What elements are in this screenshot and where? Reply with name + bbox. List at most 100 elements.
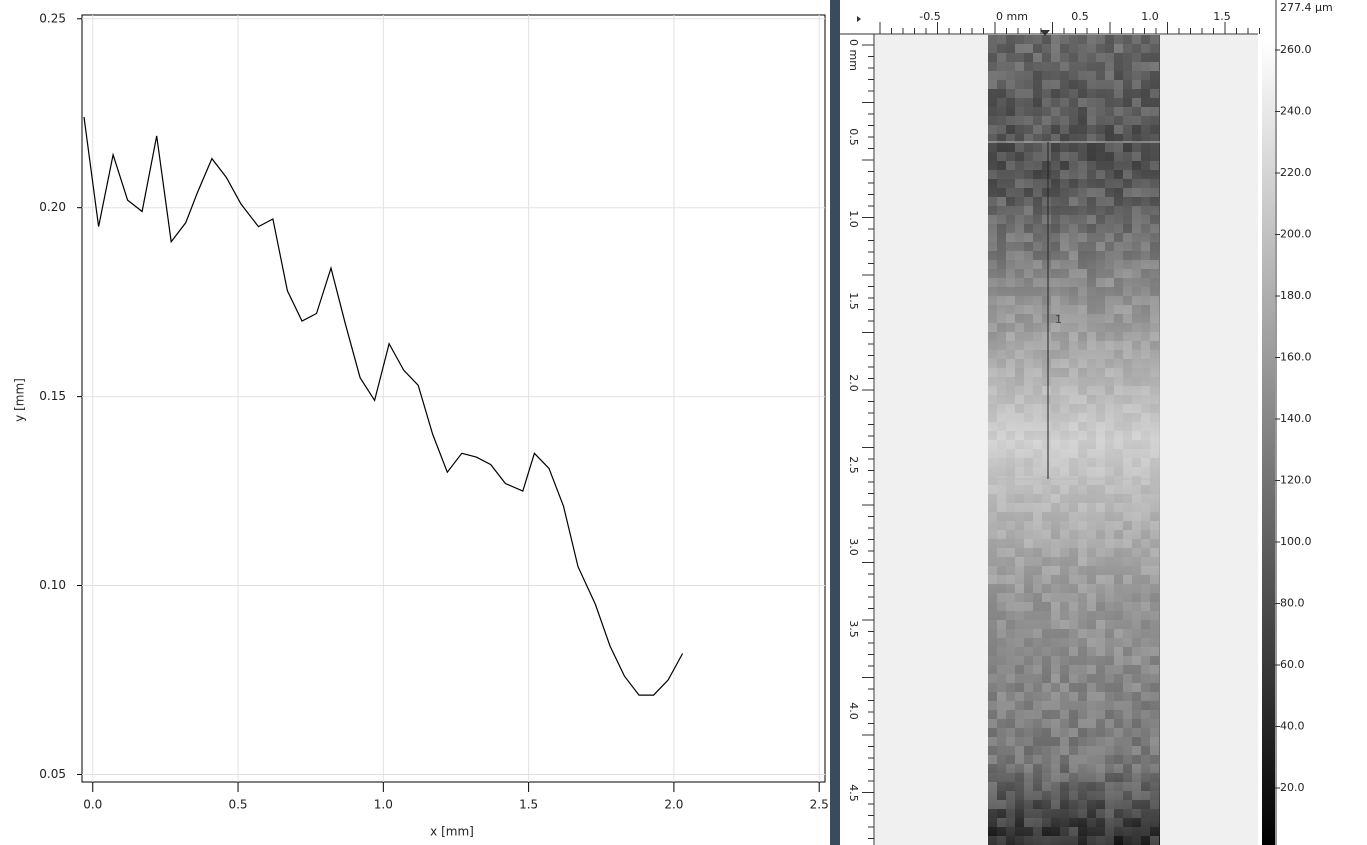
pixel <box>1078 323 1087 332</box>
pixel <box>1024 656 1033 665</box>
pixel <box>1087 719 1096 728</box>
pixel <box>1015 683 1024 692</box>
pixel <box>1078 530 1087 539</box>
pixel <box>1096 836 1105 845</box>
pixel <box>1033 791 1042 800</box>
pixel <box>1087 737 1096 746</box>
pixel <box>1114 665 1123 674</box>
pixel <box>1051 161 1060 170</box>
pixel <box>1006 98 1015 107</box>
pixel <box>1042 800 1051 809</box>
pixel <box>1042 359 1051 368</box>
pixel <box>1141 494 1150 503</box>
pixel <box>1132 440 1141 449</box>
pixel <box>1087 53 1096 62</box>
pixel <box>1015 530 1024 539</box>
pixel <box>1033 530 1042 539</box>
pixel <box>1051 449 1060 458</box>
ruler-toggle[interactable] <box>857 16 861 22</box>
pixel <box>1141 215 1150 224</box>
pixel <box>1069 440 1078 449</box>
pixel <box>1123 791 1132 800</box>
pixel <box>1024 143 1033 152</box>
pixel <box>1033 377 1042 386</box>
pixel <box>997 89 1006 98</box>
pixel <box>1105 710 1114 719</box>
pixel <box>1024 539 1033 548</box>
pixel <box>1006 467 1015 476</box>
pixel <box>1033 521 1042 530</box>
pixel <box>1105 602 1114 611</box>
pixel <box>1096 674 1105 683</box>
pixel <box>1114 404 1123 413</box>
pixel <box>1006 197 1015 206</box>
pixel <box>1132 188 1141 197</box>
pixel <box>1015 206 1024 215</box>
pixel <box>1087 728 1096 737</box>
pixel <box>988 620 997 629</box>
pixel <box>1069 359 1078 368</box>
pixel <box>1051 476 1060 485</box>
pixel <box>1105 566 1114 575</box>
pixel <box>997 404 1006 413</box>
pixel <box>1060 152 1069 161</box>
cursor-marker[interactable] <box>1040 30 1050 36</box>
pixel <box>1150 449 1159 458</box>
pixel <box>1087 152 1096 161</box>
pixel <box>1141 593 1150 602</box>
pixel <box>1114 467 1123 476</box>
pixel <box>1024 341 1033 350</box>
pixel <box>1060 530 1069 539</box>
pixel <box>1051 809 1060 818</box>
pixel <box>1150 674 1159 683</box>
pixel <box>1123 125 1132 134</box>
pixel <box>1024 116 1033 125</box>
pixel <box>1024 89 1033 98</box>
pixel <box>1024 746 1033 755</box>
pixel <box>997 62 1006 71</box>
pixel <box>1015 521 1024 530</box>
pixel <box>1033 800 1042 809</box>
pixel <box>1123 170 1132 179</box>
pixel <box>1096 296 1105 305</box>
pixel <box>1123 188 1132 197</box>
pixel <box>1114 512 1123 521</box>
pixel <box>1006 719 1015 728</box>
pixel <box>1105 494 1114 503</box>
pixel <box>1105 665 1114 674</box>
pixel <box>1096 422 1105 431</box>
pixel <box>1087 431 1096 440</box>
pixel <box>1069 116 1078 125</box>
pixel <box>1132 341 1141 350</box>
pixel <box>1069 134 1078 143</box>
pixel <box>1123 233 1132 242</box>
pixel <box>1150 728 1159 737</box>
pixel <box>1096 440 1105 449</box>
pixel <box>1114 413 1123 422</box>
pixel <box>1141 305 1150 314</box>
pixel <box>1114 638 1123 647</box>
pixel <box>1033 692 1042 701</box>
pixel <box>1060 638 1069 647</box>
pixel <box>1132 647 1141 656</box>
pixel <box>1141 638 1150 647</box>
pixel <box>1096 341 1105 350</box>
pixel <box>1141 134 1150 143</box>
pixel <box>1033 629 1042 638</box>
pixel <box>1042 449 1051 458</box>
splitter[interactable] <box>830 0 840 845</box>
pixel <box>1141 701 1150 710</box>
pixel <box>1015 773 1024 782</box>
pixel <box>1033 512 1042 521</box>
pixel <box>1015 566 1024 575</box>
pixel <box>1114 566 1123 575</box>
pixel <box>1141 791 1150 800</box>
pixel <box>1069 314 1078 323</box>
pixel <box>1141 116 1150 125</box>
pixel <box>1096 557 1105 566</box>
pixel <box>1141 692 1150 701</box>
pixel <box>1132 674 1141 683</box>
pixel <box>1033 809 1042 818</box>
pixel <box>1060 170 1069 179</box>
pixel <box>1006 170 1015 179</box>
